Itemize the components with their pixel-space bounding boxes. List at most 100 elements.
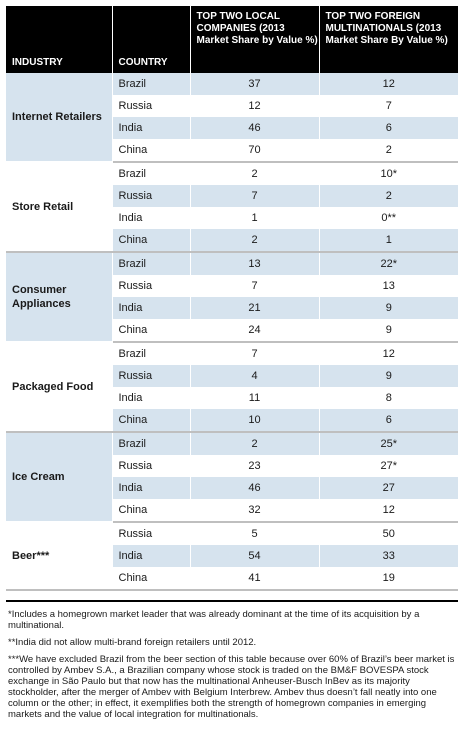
table-row: Internet Retailers Brazil 37 12: [6, 73, 458, 163]
local-share-cell: 23: [189, 455, 319, 477]
local-share-cell: 13: [189, 252, 319, 275]
table-row: China 70 2: [6, 139, 458, 163]
country-cell: China: [111, 567, 190, 591]
local-share-cell: 7: [189, 342, 319, 365]
divider: [6, 600, 458, 602]
country-cell: India: [111, 387, 190, 409]
foreign-share-cell: 1: [318, 229, 458, 253]
foreign-share-cell: 12: [318, 342, 458, 365]
local-share-cell: 1: [189, 207, 319, 229]
country-cell: Russia: [111, 275, 190, 297]
foreign-share-cell: 9: [318, 297, 458, 319]
country-cell: Russia: [111, 365, 190, 387]
foreign-share-cell: 10*: [318, 162, 458, 185]
table-row: Russia 12 7: [6, 95, 458, 117]
country-cell: China: [111, 139, 190, 163]
foreign-share-cell: 2: [318, 185, 458, 207]
footnote-2: **India did not allow multi-brand foreig…: [8, 637, 257, 648]
industry-cell: Consumer Appliances: [6, 252, 112, 343]
foreign-share-cell: 9: [318, 319, 458, 343]
industry-cell: Beer***: [6, 521, 112, 591]
table-row: China 24 9: [6, 319, 458, 343]
foreign-share-cell: 7: [318, 95, 458, 117]
foreign-share-cell: 33: [318, 545, 458, 567]
country-cell: China: [111, 229, 190, 253]
country-cell: Russia: [111, 185, 190, 207]
table-row: China 2 1: [6, 229, 458, 253]
country-cell: Brazil: [111, 73, 190, 95]
local-share-cell: 21: [189, 297, 319, 319]
foreign-share-cell: 27: [318, 477, 458, 499]
foreign-share-cell: 2: [318, 139, 458, 163]
table-row: Russia 4 9: [6, 365, 458, 387]
local-share-cell: 37: [189, 73, 319, 95]
table-row: China 10 6: [6, 409, 458, 433]
foreign-share-cell: 50: [318, 522, 458, 545]
local-share-cell: 70: [189, 139, 319, 163]
country-cell: China: [111, 499, 190, 523]
table-row: India 1 0**: [6, 207, 458, 229]
local-share-cell: 46: [189, 117, 319, 139]
table-row: Russia 23 27*: [6, 455, 458, 477]
table-row: Beer*** Russia 5 50: [6, 521, 458, 591]
table-row: Russia 7 2: [6, 185, 458, 207]
local-share-cell: 12: [189, 95, 319, 117]
table-body: Internet Retailers Brazil 37 12 Russia 12 7 Ind…: [6, 73, 458, 591]
country-cell: India: [111, 207, 190, 229]
foreign-share-cell: 6: [318, 117, 458, 139]
table-row: China 41 19: [6, 567, 458, 591]
foreign-share-cell: 27*: [318, 455, 458, 477]
footnote-3: ***We have excluded Brazil from the beer…: [8, 654, 455, 720]
industry-cell: Internet Retailers: [6, 73, 112, 163]
footnotes: *Includes a homegrown market leader that…: [8, 609, 460, 726]
country-cell: India: [111, 545, 190, 567]
table-row: Russia 7 13: [6, 275, 458, 297]
foreign-share-cell: 12: [318, 499, 458, 523]
country-cell: India: [111, 117, 190, 139]
country-cell: China: [111, 409, 190, 433]
local-share-cell: 11: [189, 387, 319, 409]
country-cell: Brazil: [111, 342, 190, 365]
foreign-share-cell: 22*: [318, 252, 458, 275]
local-share-cell: 46: [189, 477, 319, 499]
table-row: Store Retail Brazil 2 10*: [6, 161, 458, 253]
table-row: Packaged Food Brazil 7 12: [6, 341, 458, 433]
local-share-cell: 41: [189, 567, 319, 591]
local-share-cell: 54: [189, 545, 319, 567]
industry-cell: Packaged Food: [6, 341, 112, 433]
table-row: China 32 12: [6, 499, 458, 523]
country-cell: India: [111, 477, 190, 499]
country-cell: Russia: [111, 95, 190, 117]
foreign-share-cell: 19: [318, 567, 458, 591]
country-cell: Brazil: [111, 432, 190, 455]
local-share-cell: 7: [189, 185, 319, 207]
market-share-table: INDUSTRY COUNTRY TOP TWO LOCAL COMPANIES…: [6, 6, 458, 591]
header-industry: INDUSTRY: [6, 6, 112, 73]
foreign-share-cell: 0**: [318, 207, 458, 229]
industry-cell: Store Retail: [6, 161, 112, 253]
table-row: India 46 6: [6, 117, 458, 139]
header-foreign: TOP TWO FOREIGN MULTINATIONALS (2013 Mar…: [318, 6, 458, 73]
country-cell: Russia: [111, 455, 190, 477]
local-share-cell: 4: [189, 365, 319, 387]
country-cell: China: [111, 319, 190, 343]
local-share-cell: 32: [189, 499, 319, 523]
table-row: India 11 8: [6, 387, 458, 409]
local-share-cell: 7: [189, 275, 319, 297]
table-row: India 21 9: [6, 297, 458, 319]
table-row: India 54 33: [6, 545, 458, 567]
foreign-share-cell: 12: [318, 73, 458, 95]
header-row: INDUSTRY COUNTRY TOP TWO LOCAL COMPANIES…: [6, 6, 458, 73]
local-share-cell: 10: [189, 409, 319, 433]
local-share-cell: 5: [189, 522, 319, 545]
local-share-cell: 24: [189, 319, 319, 343]
foreign-share-cell: 9: [318, 365, 458, 387]
header-country: COUNTRY: [111, 6, 190, 73]
foreign-share-cell: 13: [318, 275, 458, 297]
local-share-cell: 2: [189, 162, 319, 185]
country-cell: Russia: [111, 522, 190, 545]
country-cell: India: [111, 297, 190, 319]
foreign-share-cell: 25*: [318, 432, 458, 455]
local-share-cell: 2: [189, 432, 319, 455]
